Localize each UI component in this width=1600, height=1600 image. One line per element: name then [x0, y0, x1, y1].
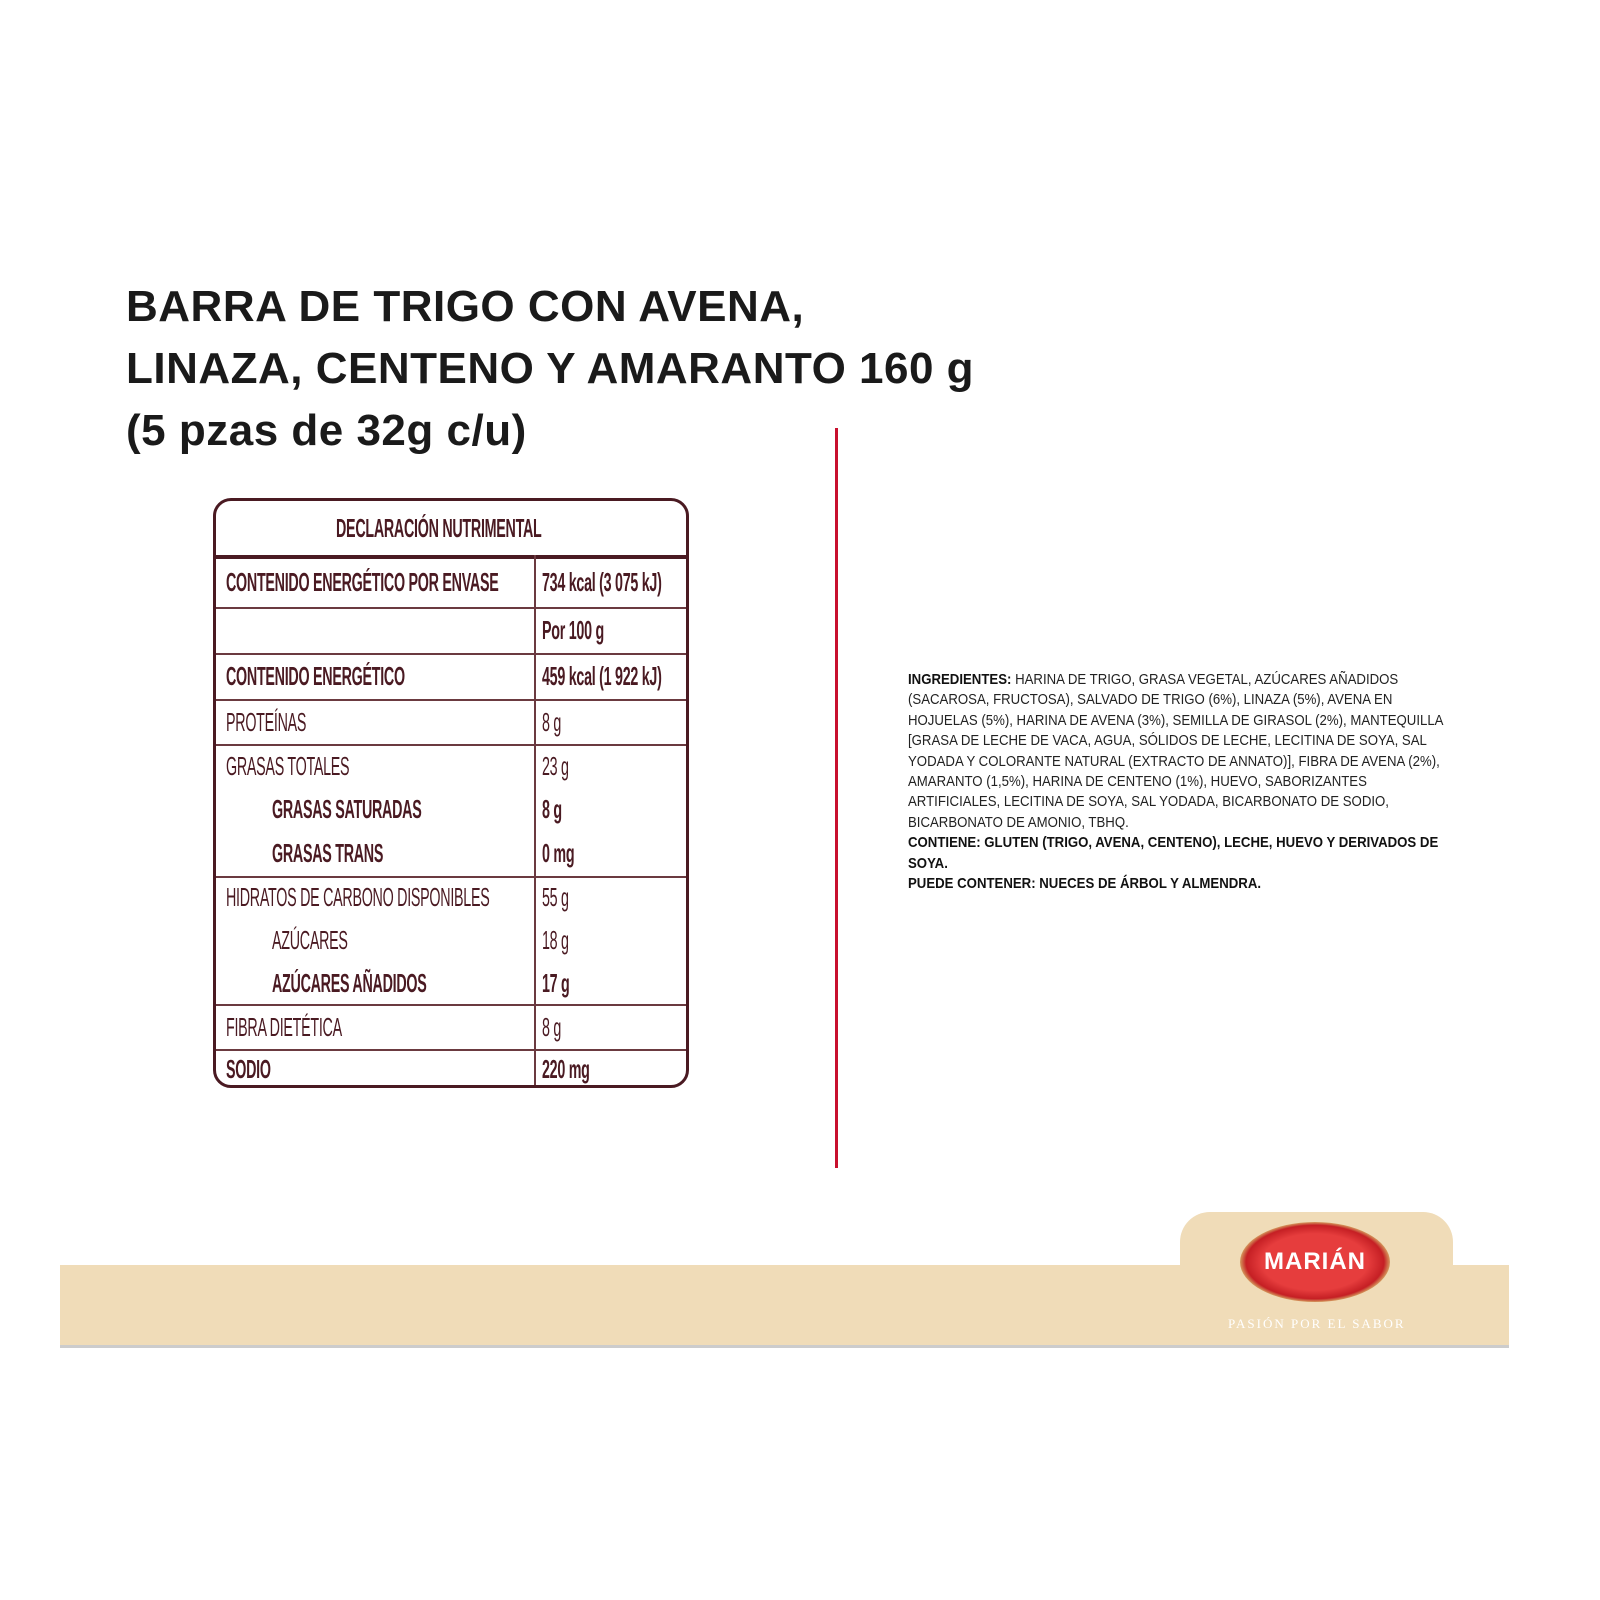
table-row — [216, 609, 686, 655]
row-label: GRASAS TOTALES — [226, 751, 350, 781]
row-value: 734 kcal (3 075 kJ) — [542, 567, 662, 597]
row-value: 220 mg — [542, 1054, 590, 1084]
row-label: AZÚCARES — [272, 925, 348, 955]
logo-text: MARIÁN — [1264, 1248, 1366, 1275]
row-label: PROTEÍNAS — [226, 707, 307, 737]
row-label: AZÚCARES AÑADIDOS — [272, 968, 427, 998]
brand-slogan: PASIÓN POR EL SABOR — [1228, 1316, 1406, 1331]
row-value: 55 g — [542, 882, 569, 912]
nutrition-heading: DECLARACIÓN NUTRIMENTAL — [336, 513, 542, 543]
row-label: GRASAS TRANS — [272, 838, 384, 868]
row-value: 18 g — [542, 925, 569, 955]
allergen-contains: CONTIENE: GLUTEN (TRIGO, AVENA, CENTENO)… — [908, 834, 1439, 872]
brand-logo: MARIÁN — [1240, 1222, 1390, 1302]
row-label: HIDRATOS DE CARBONO DISPONIBLES — [226, 882, 490, 912]
column-divider — [534, 555, 536, 1085]
table-row — [216, 555, 686, 609]
row-value: 0 mg — [542, 838, 575, 868]
table-row — [216, 878, 686, 1006]
row-value: 8 g — [542, 1012, 562, 1042]
table-row — [216, 655, 686, 701]
ingredients-label: INGREDIENTES: — [908, 671, 1012, 688]
row-value: 459 kcal (1 922 kJ) — [542, 661, 662, 691]
table-row — [216, 746, 686, 878]
row-label: CONTENIDO ENERGÉTICO POR ENVASE — [226, 567, 499, 597]
ingredients-block: INGREDIENTES: HARINA DE TRIGO, GRASA VEG… — [908, 670, 1445, 894]
row-label: GRASAS SATURADAS — [272, 794, 422, 824]
table-row — [216, 701, 686, 746]
row-value: 17 g — [542, 968, 570, 998]
row-label: FIBRA DIETÉTICA — [226, 1012, 342, 1042]
product-title: BARRA DE TRIGO CON AVENA, LINAZA, CENTEN… — [126, 282, 975, 455]
nutrition-table: DECLARACIÓN NUTRIMENTAL CONTENIDO ENERGÉ… — [213, 498, 689, 1088]
row-label: SODIO — [226, 1054, 271, 1084]
nutrition-header: DECLARACIÓN NUTRIMENTAL — [216, 501, 686, 559]
row-value: Por 100 g — [542, 615, 604, 645]
allergen-may-contain: PUEDE CONTENER: NUECES DE ÁRBOL Y ALMEND… — [908, 875, 1262, 893]
ingredients-text: HARINA DE TRIGO, GRASA VEGETAL, AZÚCARES… — [908, 671, 1443, 831]
table-row — [216, 1006, 686, 1051]
row-value: 23 g — [542, 751, 569, 781]
divider-line — [835, 428, 838, 1168]
row-label: CONTENIDO ENERGÉTICO — [226, 661, 405, 691]
row-value: 8 g — [542, 707, 562, 737]
row-value: 8 g — [542, 794, 562, 824]
